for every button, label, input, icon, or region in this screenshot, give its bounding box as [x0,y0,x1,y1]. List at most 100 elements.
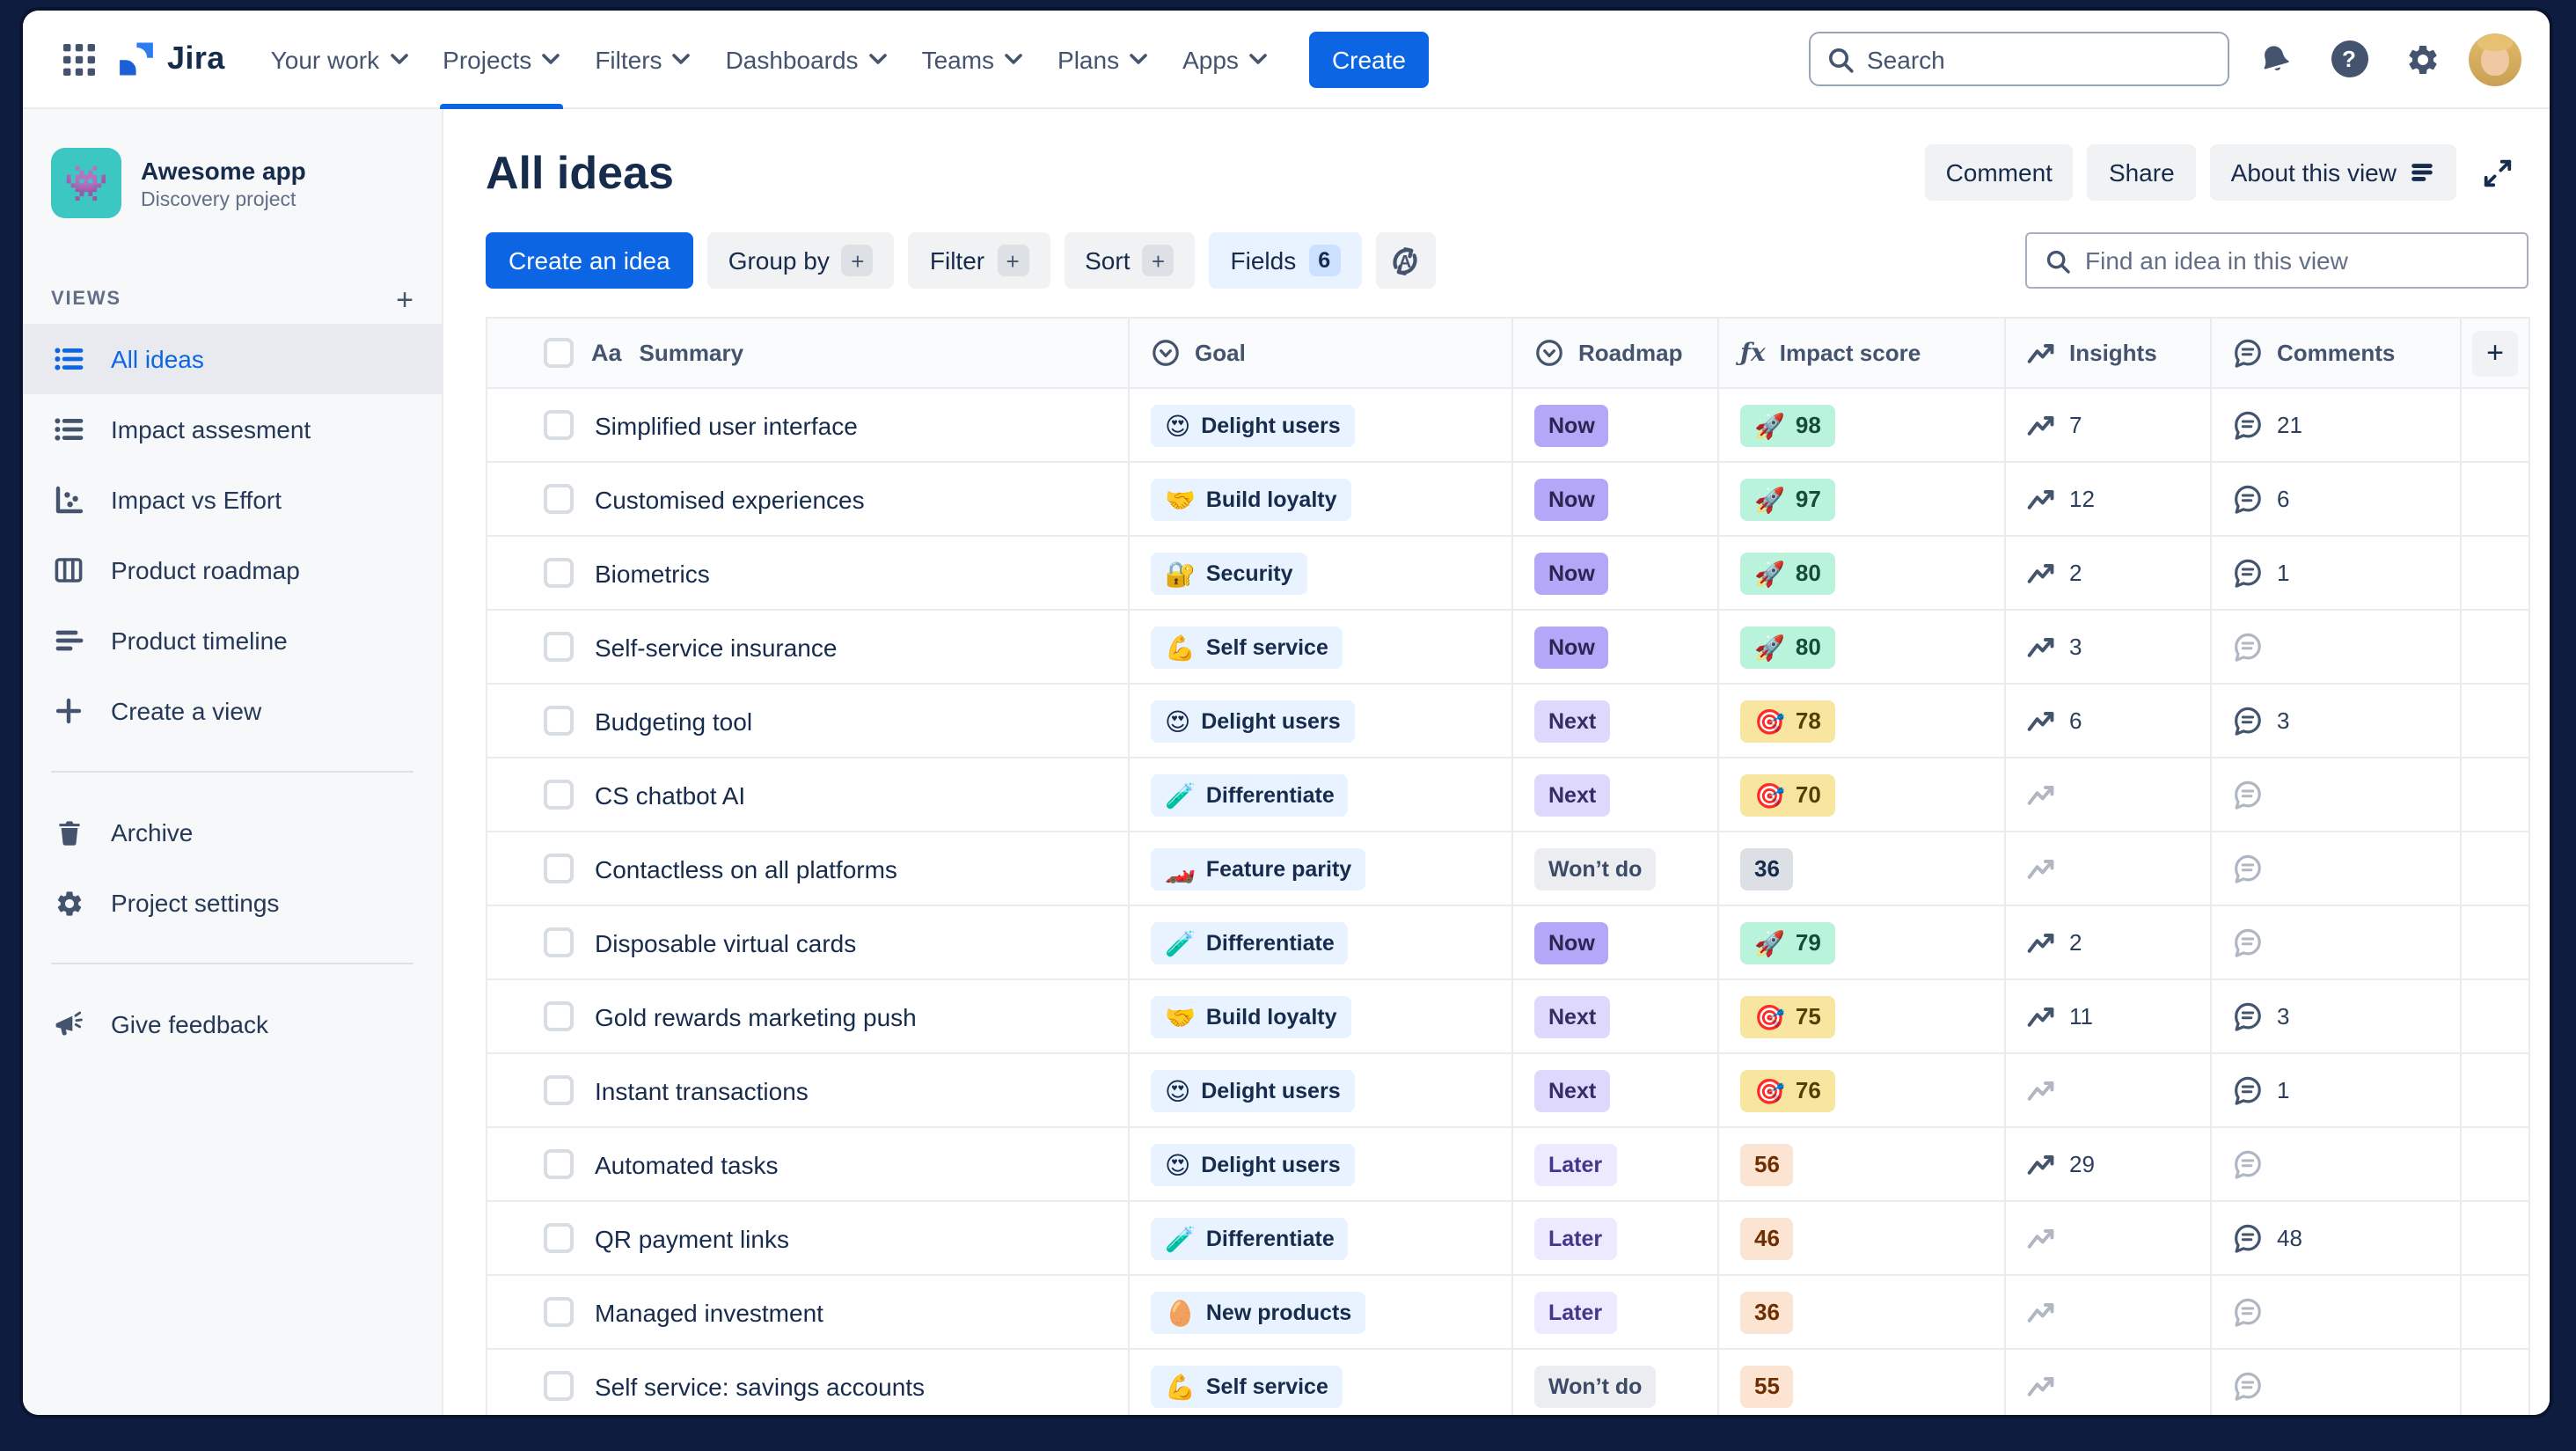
insights-cell[interactable] [2006,1350,2212,1415]
add-view-button[interactable]: + [396,282,413,316]
insights-cell[interactable]: 6 [2006,685,2212,757]
roadmap-pill[interactable]: Later [1534,1217,1617,1259]
app-switcher-button[interactable] [51,31,107,87]
goal-pill[interactable]: 😍 Delight users [1151,1143,1355,1185]
jira-logo[interactable]: Jira [118,40,225,77]
impact-score-pill[interactable]: 46 [1740,1217,1794,1259]
impact-score-pill[interactable]: 🎯 78 [1740,700,1835,742]
insights-cell[interactable] [2006,1202,2212,1274]
insights-cell[interactable]: 29 [2006,1128,2212,1200]
nav-item-apps[interactable]: Apps [1165,31,1284,87]
row-checkbox[interactable] [544,632,574,662]
roadmap-pill[interactable]: Won’t do [1534,1365,1657,1407]
nav-item-your-work[interactable]: Your work [253,31,426,87]
comments-cell[interactable]: 3 [2212,685,2462,757]
sidebar-item-impact-vs-effort[interactable]: Impact vs Effort [23,465,442,535]
row-checkbox[interactable] [544,484,574,514]
filter-button[interactable]: Filter + [908,232,1050,289]
comments-cell[interactable]: 3 [2212,980,2462,1052]
goal-pill[interactable]: 🤝 Build loyalty [1151,478,1351,520]
goal-pill[interactable]: 🏎️ Feature parity [1151,847,1366,890]
idea-summary[interactable]: Automated tasks [595,1150,779,1178]
goal-pill[interactable]: 😍 Delight users [1151,404,1355,446]
nav-item-filters[interactable]: Filters [577,31,707,87]
idea-summary[interactable]: Budgeting tool [595,707,753,735]
auto-sort-button[interactable]: A [1375,232,1436,289]
impact-score-pill[interactable]: 36 [1740,1291,1794,1333]
column-header-impact-score[interactable]: ƒx Impact score [1719,319,2006,387]
row-checkbox[interactable] [544,1075,574,1105]
idea-summary[interactable]: QR payment links [595,1224,789,1252]
row-checkbox[interactable] [544,780,574,810]
roadmap-pill[interactable]: Later [1534,1143,1617,1185]
impact-score-pill[interactable]: 🚀 79 [1740,921,1835,964]
insights-cell[interactable]: 12 [2006,463,2212,535]
goal-pill[interactable]: 😍 Delight users [1151,1069,1355,1111]
row-checkbox[interactable] [544,706,574,736]
roadmap-pill[interactable]: Later [1534,1291,1617,1333]
add-column-button[interactable]: + [2472,330,2518,376]
impact-score-pill[interactable]: 55 [1740,1365,1794,1407]
create-button[interactable]: Create [1308,31,1429,87]
nav-item-teams[interactable]: Teams [904,31,1040,87]
impact-score-pill[interactable]: 🚀 80 [1740,552,1835,594]
insights-cell[interactable]: 11 [2006,980,2212,1052]
impact-score-pill[interactable]: 🚀 80 [1740,626,1835,668]
impact-score-pill[interactable]: 36 [1740,847,1794,890]
find-idea-search[interactable] [2025,232,2528,289]
impact-score-pill[interactable]: 56 [1740,1143,1794,1185]
comments-cell[interactable] [2212,1350,2462,1415]
row-checkbox[interactable] [544,410,574,440]
comments-cell[interactable] [2212,832,2462,905]
nav-item-plans[interactable]: Plans [1040,31,1165,87]
find-idea-input[interactable] [2085,246,2509,275]
column-header-roadmap[interactable]: Roadmap [1513,319,1719,387]
user-avatar[interactable] [2469,33,2521,85]
row-checkbox[interactable] [544,1297,574,1327]
sidebar-item-project-settings[interactable]: Project settings [23,868,442,938]
goal-pill[interactable]: 🧪 Differentiate [1151,773,1349,816]
idea-summary[interactable]: Biometrics [595,559,710,587]
insights-cell[interactable]: 7 [2006,389,2212,461]
sidebar-item-all-ideas[interactable]: All ideas [23,324,442,394]
comment-button[interactable]: Comment [1924,144,2074,201]
column-header-comments[interactable]: Comments [2212,319,2462,387]
row-checkbox[interactable] [544,1223,574,1253]
insights-cell[interactable]: 2 [2006,537,2212,609]
goal-pill[interactable]: 🧪 Differentiate [1151,921,1349,964]
row-checkbox[interactable] [544,1001,574,1031]
roadmap-pill[interactable]: Now [1534,921,1609,964]
row-checkbox[interactable] [544,1149,574,1179]
row-checkbox[interactable] [544,558,574,588]
help-button[interactable]: ? [2321,31,2377,87]
comments-cell[interactable] [2212,611,2462,683]
comments-cell[interactable] [2212,1128,2462,1200]
column-header-summary[interactable]: Aa Summary [487,319,1130,387]
roadmap-pill[interactable]: Won’t do [1534,847,1657,890]
idea-summary[interactable]: Self-service insurance [595,633,838,661]
row-checkbox[interactable] [544,927,574,957]
roadmap-pill[interactable]: Now [1534,404,1609,446]
about-this-view-button[interactable]: About this view [2209,144,2456,201]
sidebar-item-product-roadmap[interactable]: Product roadmap [23,535,442,605]
column-header-insights[interactable]: Insights [2006,319,2212,387]
group-by-button[interactable]: Group by + [706,232,895,289]
impact-score-pill[interactable]: 🚀 98 [1740,404,1835,446]
roadmap-pill[interactable]: Next [1534,773,1611,816]
impact-score-pill[interactable]: 🚀 97 [1740,478,1835,520]
sidebar-item-give-feedback[interactable]: Give feedback [23,989,442,1059]
idea-summary[interactable]: Managed investment [595,1298,823,1326]
create-an-idea-button[interactable]: Create an idea [486,232,693,289]
project-header[interactable]: 👾 Awesome app Discovery project [23,148,442,218]
comments-cell[interactable]: 6 [2212,463,2462,535]
expand-view-button[interactable] [2470,144,2525,201]
comments-cell[interactable] [2212,1276,2462,1348]
idea-summary[interactable]: CS chatbot AI [595,780,746,809]
idea-summary[interactable]: Customised experiences [595,485,865,513]
row-checkbox[interactable] [544,1371,574,1401]
idea-summary[interactable]: Contactless on all platforms [595,854,897,883]
insights-cell[interactable]: 2 [2006,906,2212,978]
impact-score-pill[interactable]: 🎯 75 [1740,995,1835,1037]
goal-pill[interactable]: 🧪 Differentiate [1151,1217,1349,1259]
comments-cell[interactable]: 1 [2212,1054,2462,1126]
